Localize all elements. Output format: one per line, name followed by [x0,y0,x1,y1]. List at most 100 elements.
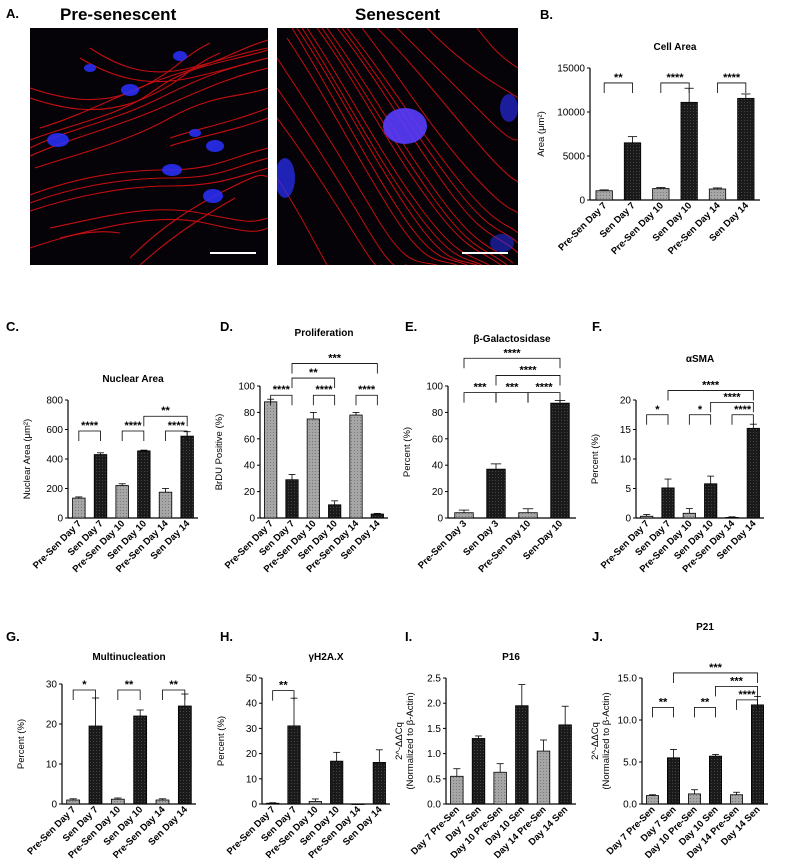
sig-label-f-1: **** [702,380,720,392]
sig-bracket-j-1 [673,672,758,683]
bar-c-0 [72,497,86,519]
bar-i-3 [515,705,529,805]
bar-b-3 [680,101,698,201]
bar-c-4 [158,491,173,519]
sig-bracket-e-0 [463,357,561,369]
sig-bracket-b-1 [660,82,690,93]
bar-c-2 [115,485,129,519]
bar-g-0 [66,799,81,805]
sig-bracket-d-2 [291,377,336,389]
bar-h-2 [308,801,322,805]
sig-label-f-2: **** [723,391,741,403]
sig-label-g-2: ** [169,679,178,691]
sig-label-e-1: **** [519,364,537,376]
bar-c-3 [137,450,151,519]
sig-bracket-j-0 [652,707,674,718]
sig-label-f-3: * [698,404,703,416]
y-tick-label-c: 400 [46,455,63,466]
y-axis-label-h: Percent (%) [216,716,227,766]
bar-b-4 [708,188,727,201]
sig-bracket-g-2 [162,689,186,700]
bar-j-3 [709,755,722,805]
sig-label-d-4: **** [358,384,376,396]
bar-j-1 [667,757,680,805]
sig-bracket-b-2 [717,82,747,93]
y-tick-label-c: 800 [46,396,63,407]
y-axis-label-j: 2^-ΔΔCq [590,722,601,760]
sig-bracket-j-4 [736,699,758,710]
sig-bracket-j-2 [715,686,758,697]
y-tick-label-d: 100 [238,382,255,393]
y-tick-label-e: 20 [432,487,444,498]
y-tick-label-f: 0 [625,514,631,525]
y-tick-label-e: 100 [426,382,443,393]
bar-i-1 [471,738,486,805]
bar-c-5 [180,435,194,519]
bar-h-4 [351,803,365,805]
bar-e-2 [518,512,538,519]
sig-bracket-d-3 [312,394,336,406]
y-tick-label-g: 0 [51,800,57,811]
bar-j-4 [730,794,743,805]
sig-bracket-b-0 [603,82,633,93]
y-axis-label2-i: (Normalized to β-Actin) [405,692,416,789]
sig-bracket-e-1 [495,375,561,386]
y-tick-label-h: 50 [246,674,258,685]
bar-d-1 [285,479,299,519]
y-tick-label-j: 15.0 [618,674,638,685]
y-axis-label-f: Percent (%) [590,434,601,484]
sig-bracket-c-0 [78,430,101,441]
bar-b-1 [623,142,642,201]
y-tick-label-i: 1.5 [427,724,441,735]
chart-title-d: Proliferation [295,328,354,339]
sig-label-e-4: **** [535,382,553,394]
bar-b-2 [652,188,670,201]
y-axis-label-e: Percent (%) [402,427,413,477]
bar-i-0 [450,775,464,805]
sig-label-j-4: **** [738,689,756,701]
sig-bracket-d-0 [270,394,293,406]
y-tick-label-h: 30 [246,724,258,735]
y-tick-label-d: 80 [244,408,256,419]
y-tick-label-c: 0 [57,514,63,525]
y-tick-label-e: 40 [432,461,444,472]
bar-g-5 [177,705,192,805]
sig-bracket-f-4 [731,414,754,425]
y-tick-label-f: 5 [625,484,631,495]
y-tick-label-f: 10 [620,455,632,466]
panel-label-j: J. [592,629,603,644]
sig-bracket-c-2 [143,415,188,427]
sig-label-j-0: ** [659,696,668,708]
sig-label-c-3: **** [168,420,186,432]
y-tick-label-e: 0 [437,514,443,525]
sig-bracket-g-1 [117,689,141,700]
sig-bracket-f-1 [667,390,754,401]
bar-h-0 [266,802,280,805]
panel-label-g: G. [6,629,20,644]
panel-label-f: F. [592,319,602,334]
sig-bracket-f-2 [710,401,754,413]
bar-j-0 [646,795,659,805]
y-tick-label-b: 5000 [563,152,586,163]
y-tick-label-f: 15 [620,425,632,436]
y-tick-label-g: 20 [46,720,58,731]
y-tick-label-h: 10 [246,774,258,785]
y-tick-label-d: 60 [244,434,256,445]
y-axis-label-i: 2^-ΔΔCq [394,722,405,760]
bar-d-5 [370,513,384,519]
bar-d-3 [328,504,342,519]
y-tick-label-j: 5.0 [623,758,637,769]
y-tick-label-j: 0.0 [623,800,637,811]
sig-bracket-e-3 [495,392,529,403]
chart-title-e: β-Galactosidase [473,334,551,345]
chart-title-j: P21 [696,622,714,633]
y-tick-label-e: 60 [432,434,444,445]
category-label-e-0: Pre-Sen Day 3 [416,518,469,571]
sig-label-g-0: * [82,679,87,691]
bar-h-3 [330,760,344,805]
sig-bracket-f-3 [688,414,712,425]
y-tick-label-b: 0 [579,196,585,207]
bar-i-5 [558,724,572,805]
y-tick-label-g: 30 [46,680,58,691]
